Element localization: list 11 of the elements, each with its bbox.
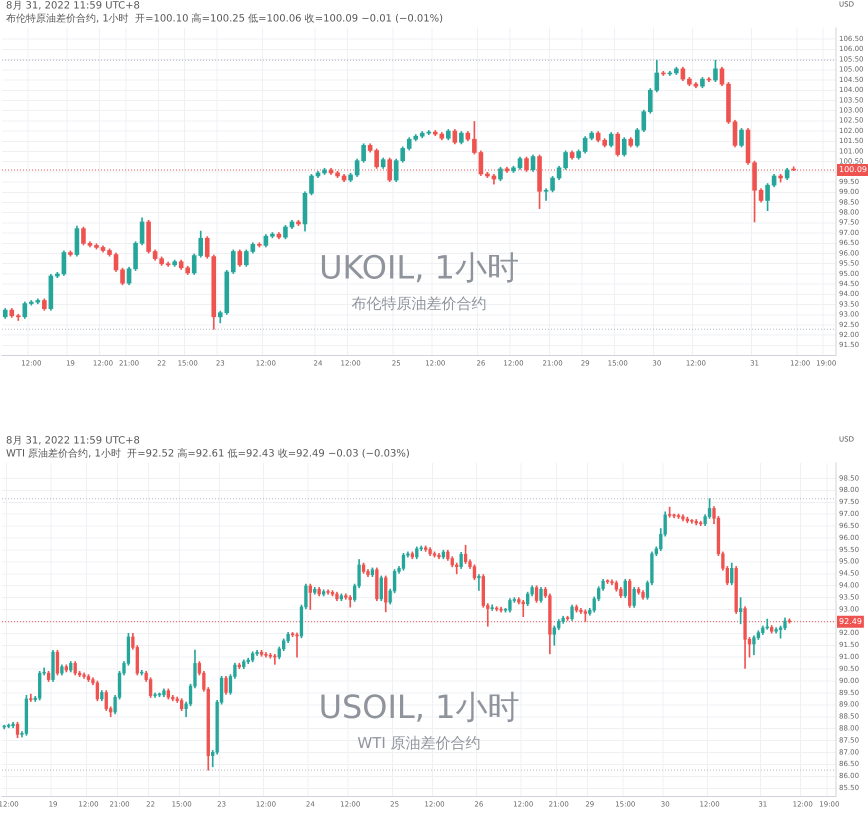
text: WTI 原油差价合约 bbox=[357, 734, 481, 752]
text: 布伦特原油差价合约 bbox=[352, 294, 486, 312]
text: USOIL, 1小时 bbox=[318, 688, 520, 726]
text: 8月 31, 2022 11:59 UTC+8 bbox=[6, 0, 140, 12]
ref-line-label: 100.09 bbox=[839, 165, 867, 174]
text: UKOIL, 1小时 bbox=[319, 248, 519, 287]
candlestick bbox=[295, 632, 299, 658]
ref-line-label: 92.49 bbox=[839, 616, 862, 626]
text: WTI 原油差价合约, 1小时 开=92.52 高=92.61 低=92.43 收=92.49 −0.03 (−0.03%) bbox=[6, 448, 410, 460]
text: 布伦特原油差价合约, 1小时 开=100.10 高=100.25 低=100.06 收=100.09 −0.01 (−0.01%) bbox=[6, 12, 444, 25]
text: 8月 31, 2022 11:59 UTC+8 bbox=[6, 436, 140, 447]
